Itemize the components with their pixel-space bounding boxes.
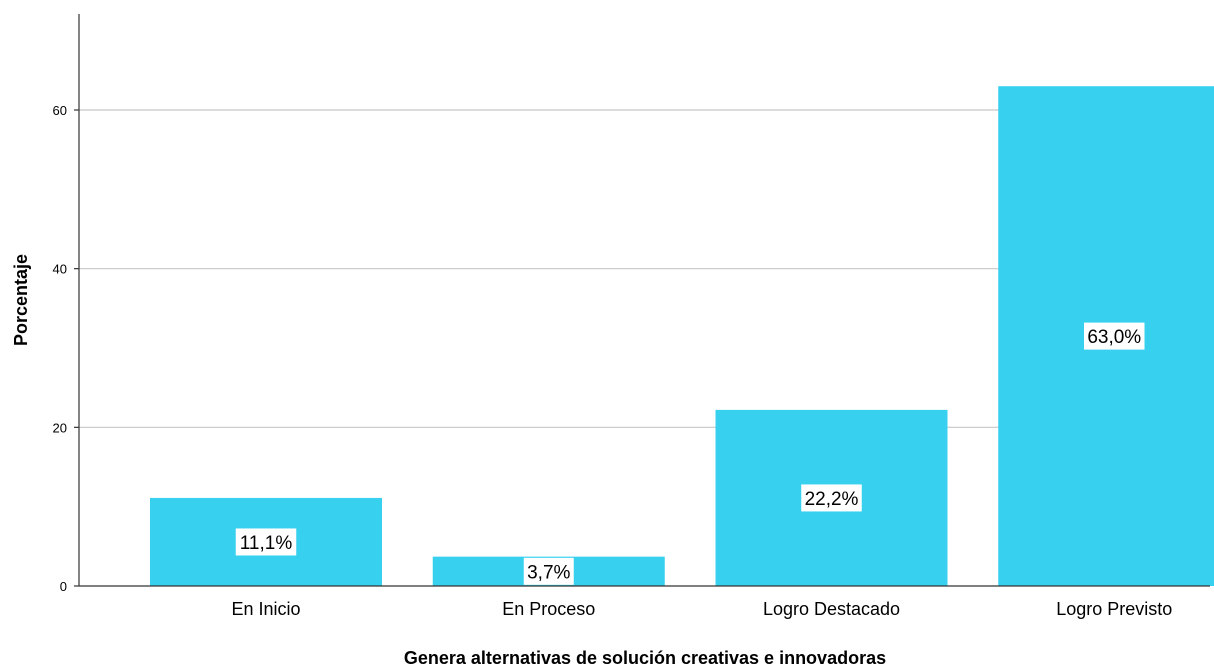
- x-axis-title: Genera alternativas de solución creativa…: [404, 648, 886, 668]
- data-label-box-en-inicio: [235, 528, 297, 556]
- bars: [150, 86, 1214, 586]
- data-label-logro-previsto: 63,0%: [1087, 327, 1141, 348]
- data-label-box-en-proceso: [523, 557, 574, 585]
- data-labels: 11,1% 3,7% 22,2% 63,0%: [235, 322, 1145, 585]
- x-tick-labels: En Inicio En Proceso Logro Destacado Logro …: [231, 599, 1172, 619]
- y-tick-label-0: 0: [60, 579, 67, 594]
- x-tick-label-logro-destacado: Logro Destacado: [763, 599, 900, 619]
- y-tick-labels: 0 20 40 60: [53, 103, 67, 594]
- y-tick-label-40: 40: [53, 262, 67, 277]
- data-label-logro-destacado: 22,2%: [805, 489, 859, 510]
- data-label-box-logro-destacado: [801, 484, 862, 512]
- y-axis-title: Porcentaje: [11, 254, 31, 346]
- data-label-en-inicio: 11,1%: [240, 533, 293, 554]
- y-tick-label-20: 20: [53, 420, 67, 435]
- data-label-en-proceso: 3,7%: [527, 562, 570, 583]
- axes: [74, 14, 1210, 587]
- x-tick-label-logro-previsto: Logro Previsto: [1056, 599, 1172, 619]
- x-tick-label-en-proceso: En Proceso: [502, 599, 595, 619]
- y-tick-label-60: 60: [53, 103, 67, 118]
- data-label-box-logro-previsto: [1084, 322, 1145, 350]
- x-tick-label-en-inicio: En Inicio: [231, 599, 300, 619]
